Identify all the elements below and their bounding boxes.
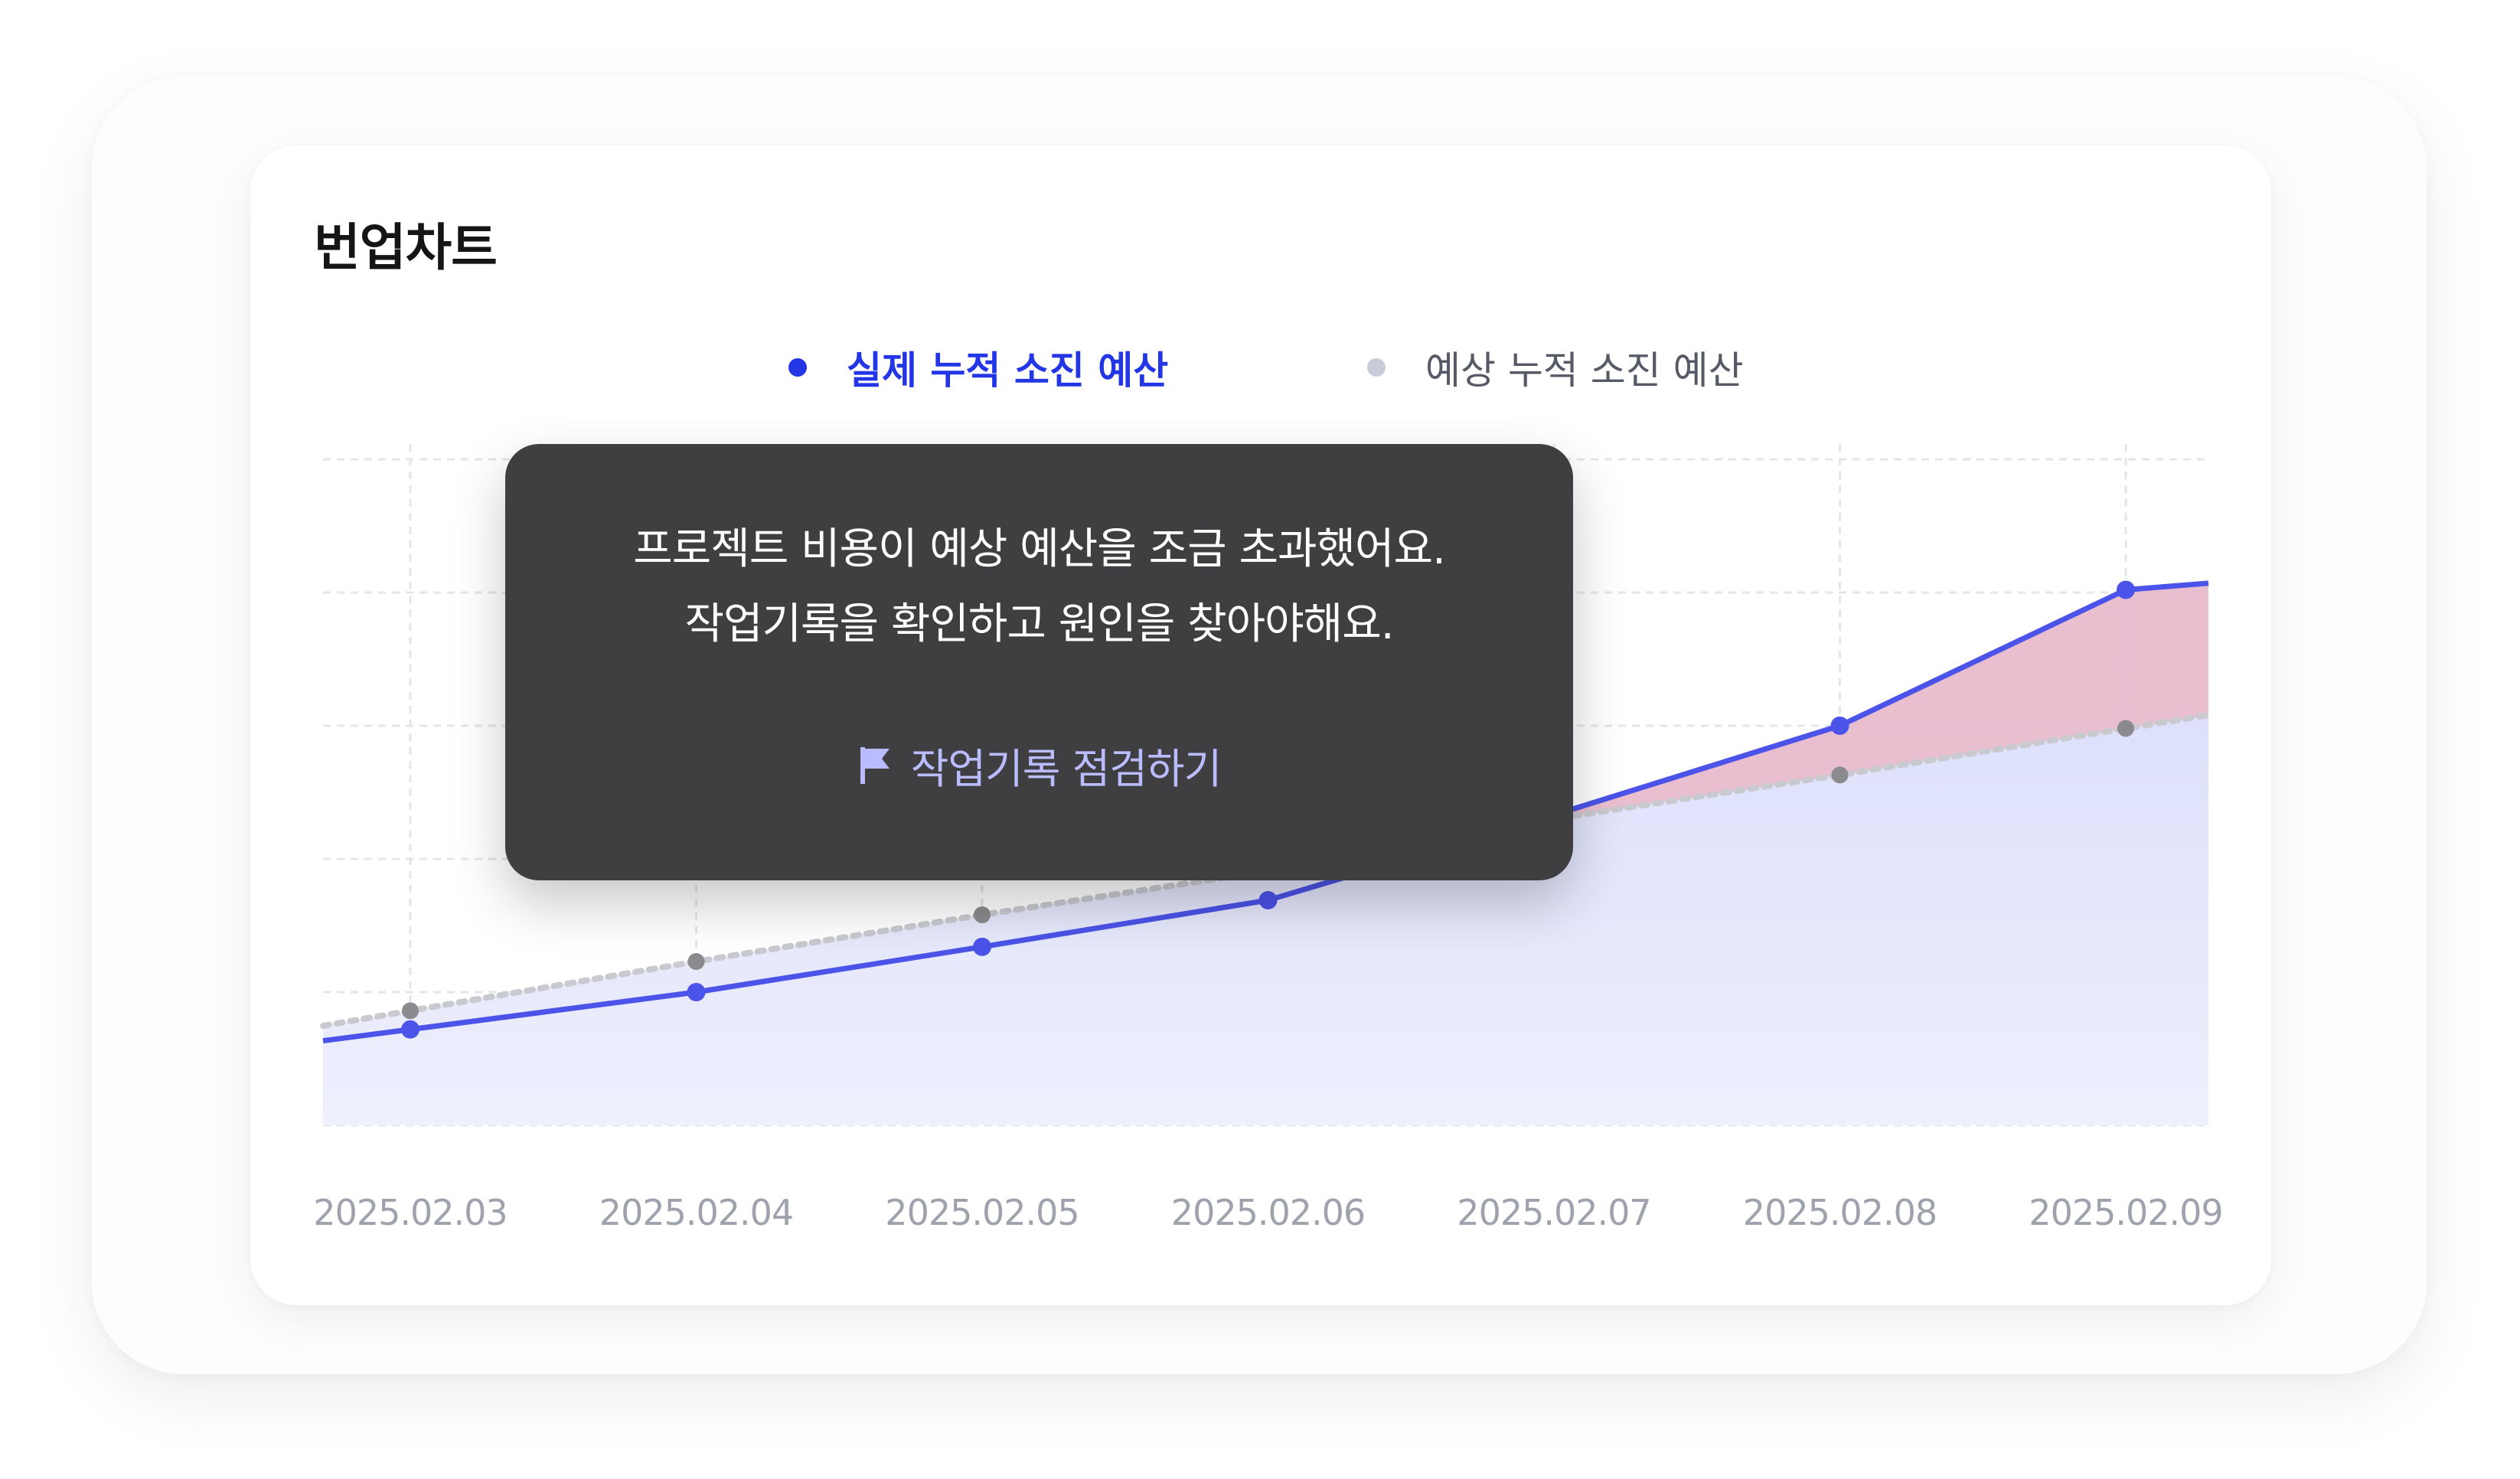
data-point-forecast xyxy=(402,1002,419,1020)
flag-icon xyxy=(860,746,890,784)
x-tick-label: 2025.02.09 xyxy=(2029,1192,2222,1233)
x-tick-label: 2025.02.05 xyxy=(885,1192,1079,1233)
legend-label-forecast: 예상 누적 소진 예산 xyxy=(1425,348,1744,393)
x-tick-label: 2025.02.07 xyxy=(1457,1192,1650,1233)
data-point-actual xyxy=(401,1020,419,1039)
data-point-actual xyxy=(1830,717,1849,735)
over-budget-tooltip: 프로젝트 비용이 예상 예산을 조금 초과했어요. 작업기록을 확인하고 원인을… xyxy=(505,444,1573,880)
data-point-actual xyxy=(973,937,991,956)
tooltip-message-line-2: 작업기록을 확인하고 원인을 찾아야해요. xyxy=(684,599,1394,649)
tooltip-message-line-1: 프로젝트 비용이 예상 예산을 조금 초과했어요. xyxy=(633,524,1446,574)
data-point-forecast xyxy=(974,906,991,924)
chart-title: 번업차트 xyxy=(314,218,498,277)
legend-item-forecast[interactable]: 예상 누적 소진 예산 xyxy=(1367,337,1744,398)
over-budget-area xyxy=(1554,583,2208,819)
check-work-log-label: 작업기록 점검하기 xyxy=(910,745,1222,793)
data-point-actual xyxy=(687,983,706,1001)
legend-label-actual: 실제 누적 소진 예산 xyxy=(847,348,1169,393)
data-point-actual xyxy=(1258,890,1278,909)
legend-dot-actual-icon xyxy=(788,358,807,377)
data-point-forecast xyxy=(687,952,705,970)
x-tick-label: 2025.02.06 xyxy=(1171,1192,1365,1233)
x-tick-label: 2025.02.03 xyxy=(313,1192,507,1233)
x-tick-label: 2025.02.08 xyxy=(1743,1192,1937,1233)
legend-item-actual[interactable]: 실제 누적 소진 예산 xyxy=(788,337,1168,398)
legend-dot-forecast-icon xyxy=(1367,358,1386,377)
check-work-log-button[interactable]: 작업기록 점검하기 xyxy=(505,735,1573,795)
area-under-forecast xyxy=(323,715,2208,1125)
data-point-forecast xyxy=(1831,766,1849,784)
chart-legend: 실제 누적 소진 예산 예상 누적 소진 예산 xyxy=(0,337,2520,398)
data-point-actual xyxy=(2117,580,2135,599)
data-point-forecast xyxy=(2117,720,2134,737)
x-tick-label: 2025.02.04 xyxy=(599,1192,793,1233)
